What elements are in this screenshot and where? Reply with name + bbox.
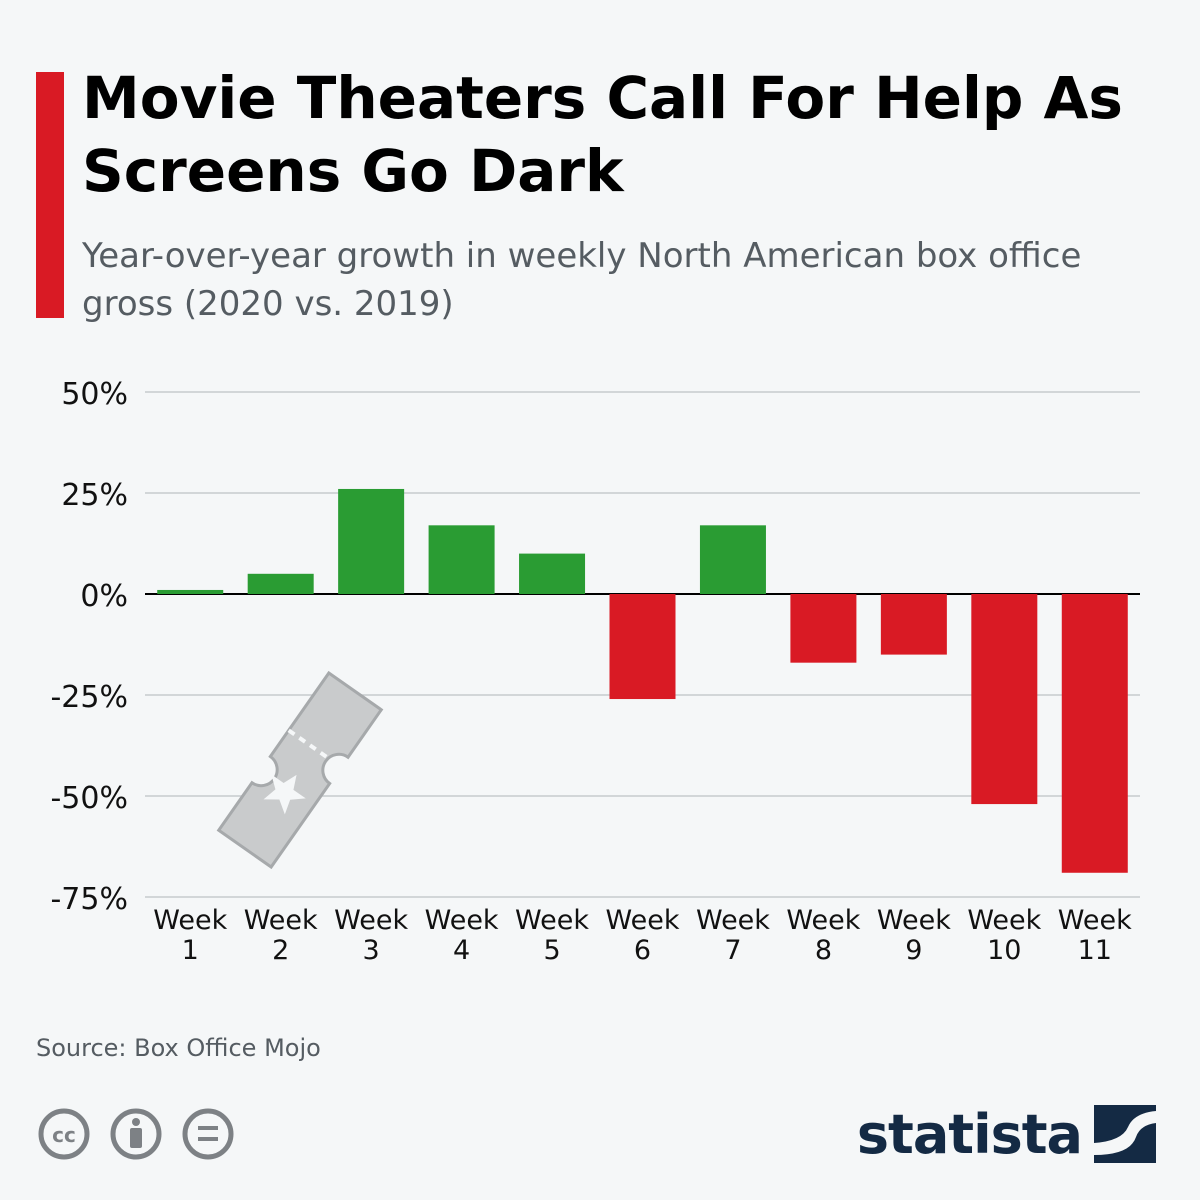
bar: [699, 525, 766, 594]
statista-wordmark: statista: [856, 1103, 1083, 1166]
x-tick-label: Week 5: [515, 905, 589, 966]
chart-title: Movie Theaters Call For Help As Screens …: [82, 64, 1123, 205]
bar: [790, 594, 857, 663]
source-note: Source: Box Office Mojo: [36, 1034, 321, 1062]
y-tick-label: -50%: [50, 781, 128, 816]
statista-logo[interactable]: statista: [857, 1100, 1164, 1170]
y-tick-label: 50%: [61, 377, 128, 412]
bar: [609, 594, 676, 700]
x-tick-label: Week 10: [967, 905, 1041, 966]
bar: [428, 525, 495, 594]
bar: [1061, 594, 1128, 873]
bar: [971, 594, 1038, 805]
title-accent-bar: [36, 72, 64, 318]
no-derivatives-icon[interactable]: [182, 1108, 234, 1160]
bars: [157, 488, 1128, 873]
x-axis-ticks: Week 1 Week 2 Week 3 Week 4 Week 5 Week 6 Week 7 Week 8…: [153, 905, 1132, 966]
x-tick-label: Week 8: [786, 905, 860, 966]
cc-icon[interactable]: cc: [38, 1108, 90, 1160]
y-axis-ticks: 50% 25% 0% -25% -50% -75%: [50, 377, 128, 917]
bar: [247, 573, 314, 594]
chart-subtitle: Year-over-year growth in weekly North Am…: [82, 236, 1082, 324]
bar: [519, 553, 586, 594]
bar: [880, 594, 947, 655]
svg-text:cc: cc: [52, 1123, 76, 1147]
license-icons: cc: [36, 1106, 246, 1166]
y-tick-label: 0%: [80, 579, 128, 614]
x-tick-label: Week 4: [425, 905, 499, 966]
x-tick-label: Week 6: [606, 905, 680, 966]
x-tick-label: Week 1: [153, 905, 227, 966]
attribution-icon[interactable]: [110, 1108, 162, 1160]
x-tick-label: Week 2: [244, 905, 318, 966]
ticket-icon: [216, 670, 384, 870]
x-tick-label: Week 9: [877, 905, 951, 966]
y-tick-label: -75%: [50, 882, 128, 917]
x-tick-label: Week 3: [334, 905, 408, 966]
bar: [338, 488, 405, 594]
x-tick-label: Week 7: [696, 905, 770, 966]
statista-logo-icon: [1094, 1105, 1156, 1163]
y-tick-label: 25%: [61, 478, 128, 513]
x-tick-label: Week 11: [1058, 905, 1132, 966]
bar: [157, 589, 224, 594]
y-tick-label: -25%: [50, 680, 128, 715]
